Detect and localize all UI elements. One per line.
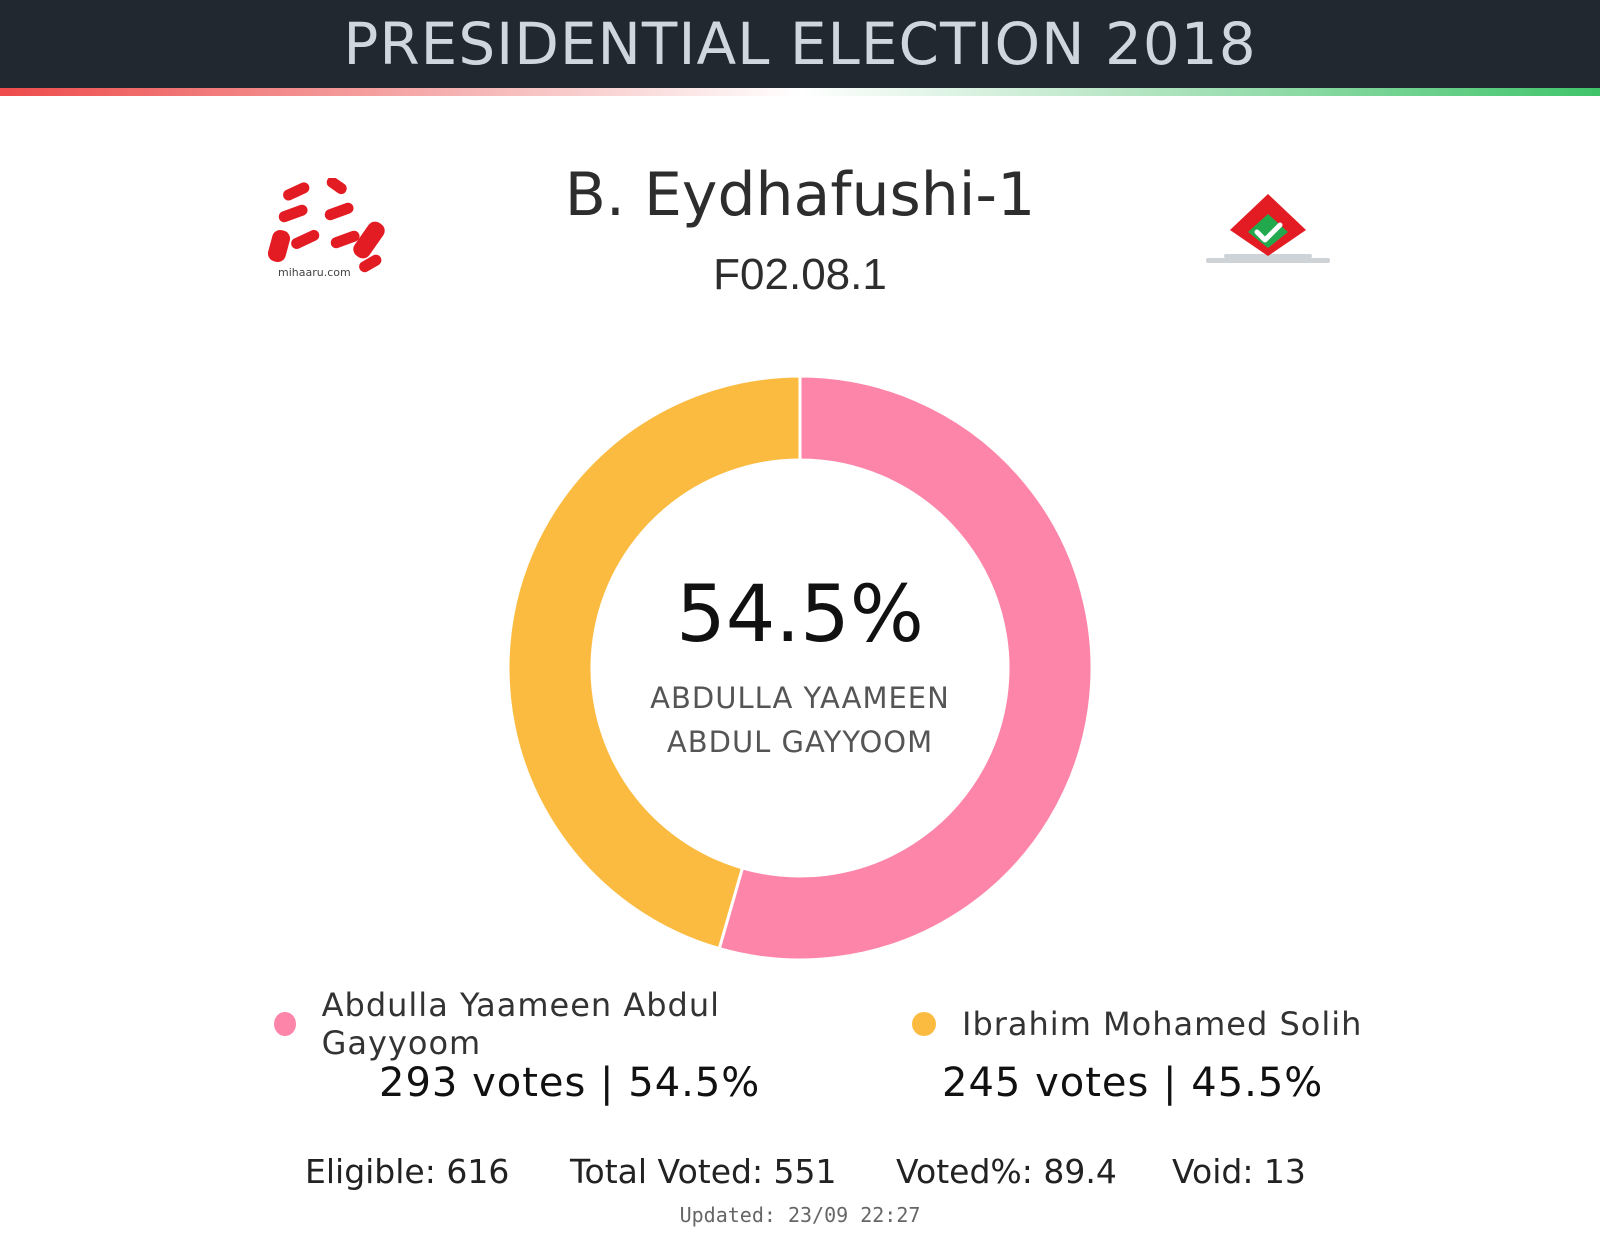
page-title: PRESIDENTIAL ELECTION 2018 xyxy=(343,10,1257,78)
center-name-line1: ABDULLA YAAMEEN xyxy=(650,681,950,715)
ballot-box-check-icon xyxy=(1206,194,1330,263)
center-name-line2: ABDUL GAYYOOM xyxy=(666,725,934,759)
legend-stat: 245 votes | 45.5% xyxy=(942,1060,1324,1106)
header-bar: PRESIDENTIAL ELECTION 2018 xyxy=(0,0,1600,88)
center-percentage: 54.5% xyxy=(676,570,924,660)
center-candidate-name: ABDULLA YAAMEEN ABDUL GAYYOOM xyxy=(600,676,1000,764)
legend-stat: 293 votes | 54.5% xyxy=(379,1060,761,1106)
constituency-code: F02.08.1 xyxy=(713,250,887,299)
mihaaru-logo-icon xyxy=(268,178,385,273)
stat-total-voted: Total Voted: 551 xyxy=(570,1152,837,1191)
stats-row: Eligible: 616 Total Voted: 551 Voted%: 8… xyxy=(0,1152,1600,1196)
updated-timestamp: Updated: 23/09 22:27 xyxy=(679,1203,921,1227)
stat-void: Void: 13 xyxy=(1172,1152,1306,1191)
accent-gradient-bar xyxy=(0,88,1600,96)
mihaaru-logo-text: mihaaru.com xyxy=(278,266,351,279)
legend-label: Abdulla Yaameen Abdul Gayyoom xyxy=(321,986,721,1062)
stat-eligible: Eligible: 616 xyxy=(305,1152,510,1191)
donut-chart xyxy=(506,374,1094,962)
constituency-name: B. Eydhafushi-1 xyxy=(564,160,1036,230)
legend-item-yaameen: Abdulla Yaameen Abdul Gayyoom 293 votes … xyxy=(274,986,834,1106)
donut-slice-1 xyxy=(506,374,802,951)
legend-dot-yellow xyxy=(912,1012,936,1036)
legend-dot-pink xyxy=(274,1012,296,1036)
stat-voted-percent: Voted%: 89.4 xyxy=(896,1152,1117,1191)
legend-item-solih: Ibrahim Mohamed Solih 245 votes | 45.5% xyxy=(912,1002,1472,1106)
legend-label: Ibrahim Mohamed Solih xyxy=(962,1005,1363,1043)
donut-slice-0 xyxy=(717,374,1094,962)
